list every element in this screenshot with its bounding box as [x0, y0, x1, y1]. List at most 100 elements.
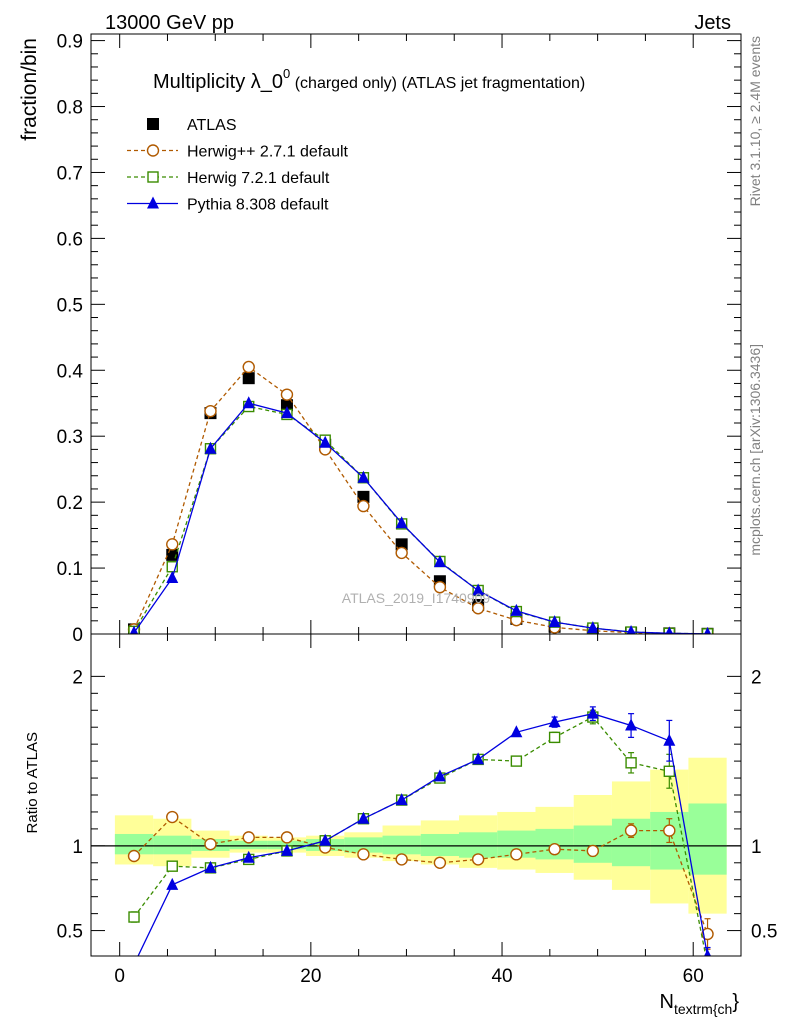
- ratio-point-herwig-2-7-1-default-10: [510, 848, 523, 861]
- ratio-point-pythia-8-308-default-12: [586, 706, 599, 719]
- inner-band-bin: [344, 837, 383, 853]
- x-axis-label: Ntextrm{ch}: [660, 991, 740, 1017]
- ratio-point-herwig-7-2-1-default-10: [510, 755, 523, 767]
- inner-band-bin: [229, 840, 268, 850]
- series-line-herwig-2-7-1-default: [133, 366, 708, 634]
- ratio-point-herwig-2-7-1-default-11: [548, 843, 561, 856]
- data-point-pythia-8-308-default-4: [280, 406, 293, 419]
- data-point-atlas-4: [280, 399, 293, 412]
- ratio-point-pythia-8-308-default-3: [242, 850, 255, 863]
- data-point-pythia-8-308-default-15: [704, 626, 712, 634]
- y-tick-label: 0.5: [57, 295, 83, 316]
- mcplots-credit-label: mcplots.cern.ch [arXiv:1306.3436]: [747, 344, 763, 556]
- x-tick-label: 40: [491, 966, 512, 987]
- ratio-point-herwig-2-7-1-default-1: [166, 810, 179, 824]
- data-point-pythia-8-308-default-7: [395, 516, 408, 529]
- data-point-pythia-8-308-default-9: [472, 583, 485, 596]
- ratio-panel: 0.5 0.5 1 1 2 2 0 20 40 60 Ratio to ATLAS Ntextr…: [24, 633, 778, 1017]
- ratio-point-herwig-7-2-1-default-1: [166, 860, 178, 872]
- legend-marker-herwig-2-7-1-default: [146, 144, 160, 157]
- ratio-point-herwig-2-7-1-default-14: [663, 824, 676, 837]
- data-point-herwig-2-7-1-default-8: [433, 580, 447, 594]
- x-tick-label: 20: [300, 966, 321, 987]
- ratio-point-herwig-2-7-1-default-9: [471, 853, 485, 866]
- legend-label-atlas: ATLAS: [187, 117, 237, 134]
- ratio-y-tick-label-right: 0.5: [751, 922, 777, 943]
- ratio-y-axis-label: Ratio to ATLAS: [24, 732, 41, 833]
- ratio-point-herwig-2-7-1-default-13: [624, 824, 638, 837]
- ratio-point-herwig-7-2-1-default-14: [663, 765, 676, 777]
- legend: ATLAS Herwig++ 2.7.1 default Herwig 7.2.1 …: [127, 117, 349, 214]
- ratio-point-pythia-8-308-default-10: [510, 725, 523, 738]
- ratio-point-herwig-2-7-1-default-0: [127, 849, 141, 863]
- data-point-herwig-2-7-1-default-6: [357, 499, 370, 513]
- top-panel-marks: [127, 360, 714, 634]
- legend-marker-atlas: [147, 118, 159, 130]
- ratio-point-herwig-2-7-1-default-3: [242, 831, 255, 844]
- y-tick-label: 0.7: [57, 163, 83, 184]
- ratio-point-pythia-8-308-default-6: [357, 811, 370, 824]
- top-y-axis: 0 0.1 0.2 0.3 0.4 0.5 0.6 0.7 0.8 0.9: [57, 32, 741, 646]
- ratio-line-pythia-8-308-default: [137, 713, 709, 956]
- ratio-point-pythia-8-308-default-15: [704, 949, 712, 956]
- ratio-y-axis: 0.5 0.5 1 1 2 2: [57, 667, 778, 942]
- ratio-y-tick-label-right: 2: [751, 667, 762, 688]
- legend-label-pythia-8-308-default: Pythia 8.308 default: [187, 197, 329, 214]
- ratio-point-herwig-2-7-1-default-2: [204, 837, 217, 851]
- ratio-point-pythia-8-308-default-2: [204, 860, 217, 873]
- data-point-pythia-8-308-default-2: [204, 441, 217, 454]
- data-point-pythia-8-308-default-5: [319, 435, 332, 448]
- ratio-point-pythia-8-308-default-13: [625, 718, 638, 731]
- ratio-point-herwig-2-7-1-default-12: [586, 844, 600, 858]
- data-point-pythia-8-308-default-0: [129, 625, 139, 634]
- x-axis: 0 20 40 60: [114, 634, 704, 987]
- data-point-herwig-2-7-1-default-9: [471, 602, 485, 615]
- data-point-pythia-8-308-default-10: [510, 603, 523, 616]
- ratio-plot-area: [91, 706, 741, 956]
- y-tick-label: 0.8: [57, 98, 83, 119]
- x-axis-label-subscript: textrm{ch: [674, 1001, 732, 1017]
- y-tick-label: 0.3: [57, 427, 83, 448]
- legend-marker-pythia-8-308-default: [147, 196, 159, 209]
- inner-band-bin: [420, 833, 460, 857]
- ratio-y-tick-label-left: 2: [72, 667, 83, 688]
- data-point-pythia-8-308-default-6: [357, 470, 370, 483]
- rivet-version-label: Rivet 3.1.10, ≥ 2.4M events: [747, 36, 763, 206]
- data-point-atlas-6: [357, 490, 370, 503]
- ratio-point-pythia-8-308-default-8: [433, 769, 446, 782]
- y-tick-label: 0.6: [57, 229, 83, 250]
- data-point-atlas-3: [242, 372, 255, 385]
- data-point-herwig-2-7-1-default-2: [204, 404, 217, 418]
- inner-band-bin: [382, 835, 421, 855]
- x-axis-label-tail: }: [732, 991, 739, 1013]
- data-point-pythia-8-308-default-8: [433, 555, 446, 568]
- y-tick-label: 0.9: [57, 32, 83, 53]
- header-energy-label: 13000 GeV pp: [105, 12, 234, 34]
- ratio-point-herwig-2-7-1-default-8: [433, 856, 447, 869]
- inner-band-bin: [688, 803, 727, 875]
- top-panel: 0 0.1 0.2 0.3 0.4 0.5 0.6 0.7 0.8 0.9 fraction/bi…: [18, 32, 742, 646]
- data-point-pythia-8-308-default-14: [665, 626, 674, 634]
- y-tick-label: 0.4: [57, 361, 84, 382]
- ratio-point-herwig-7-2-1-default-0: [128, 911, 140, 923]
- ratio-point-pythia-8-308-default-1: [166, 877, 179, 890]
- data-point-pythia-8-308-default-13: [626, 625, 636, 634]
- inner-band-bin: [153, 835, 192, 855]
- header-jets-label: Jets: [694, 12, 731, 34]
- ratio-point-herwig-7-2-1-default-11: [548, 731, 561, 744]
- ratio-point-pythia-8-308-default-14: [663, 733, 676, 746]
- ratio-point-pythia-8-308-default-9: [472, 752, 485, 765]
- y-tick-label: 0.2: [57, 493, 83, 514]
- legend-label-herwig-2-7-1-default: Herwig++ 2.7.1 default: [187, 144, 349, 161]
- ratio-y-tick-label-left: 0.5: [57, 922, 83, 943]
- data-point-atlas-7: [395, 538, 408, 551]
- chart-title-main: Multiplicity λ_0: [153, 71, 283, 93]
- analysis-watermark: ATLAS_2019_I1740909: [342, 590, 491, 606]
- series-line-herwig-7-2-1-default: [133, 405, 708, 634]
- data-point-pythia-8-308-default-3: [242, 396, 255, 409]
- ratio-point-herwig-2-7-1-default-6: [357, 848, 370, 861]
- ratio-point-herwig-2-7-1-default-4: [280, 831, 294, 844]
- data-point-pythia-8-308-default-1: [166, 570, 179, 583]
- chart-title-superscript: 0: [283, 66, 290, 81]
- ratio-series-pythia-8-308-default: [137, 706, 712, 956]
